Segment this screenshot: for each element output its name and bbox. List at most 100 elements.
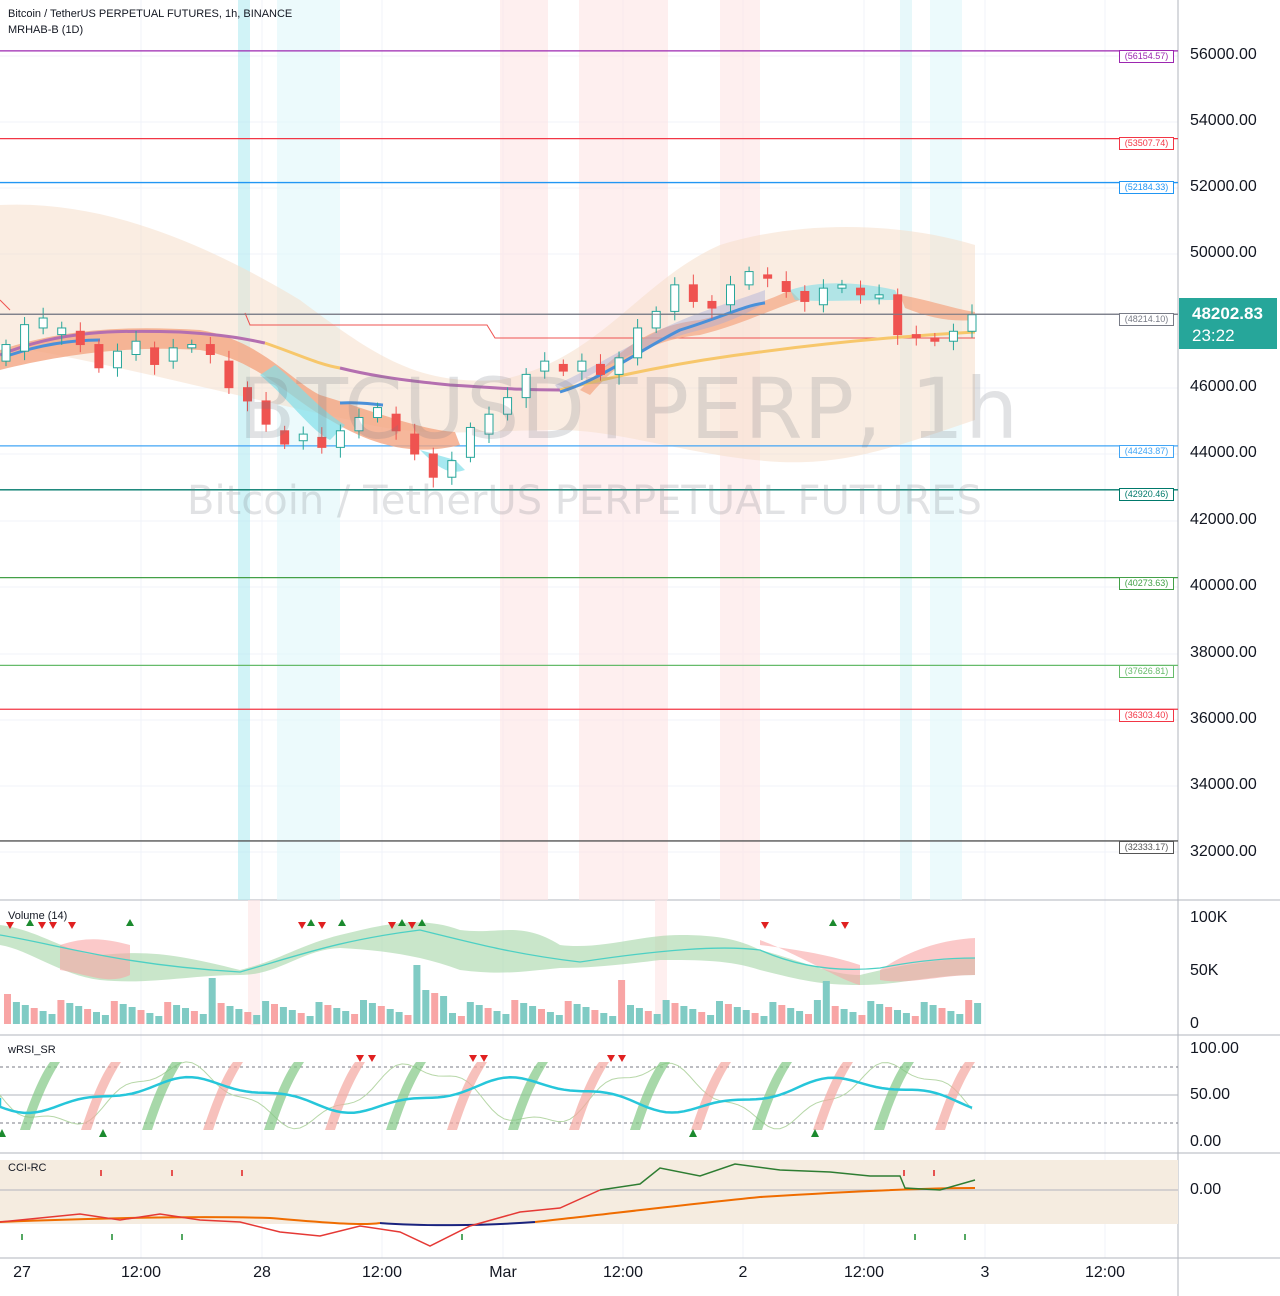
candle-body [577,360,587,372]
candle-body [688,284,698,302]
volume-bar [564,1001,572,1024]
volume-bar [190,1011,198,1024]
volume-bar [164,1002,172,1024]
signal-marker [6,922,14,929]
level-label: (42920.46) [1119,488,1174,501]
signal-marker [26,919,34,926]
candle-body [280,430,290,445]
rsi-ribbon [386,1062,426,1130]
rsi-ribbon [264,1062,304,1130]
candle-body [38,317,48,329]
candle-body [335,430,345,448]
signal-marker [607,1055,615,1062]
time-tick: 3 [980,1264,990,1281]
signal-marker [618,1055,626,1062]
rsi-ribbon [874,1062,914,1130]
volume-bar [538,1009,545,1024]
session-band [500,0,548,900]
signal-marker [469,1055,477,1062]
candle-body [800,290,810,302]
signal-marker [408,922,416,929]
signal-marker [418,919,426,926]
level-label: (36303.40) [1119,709,1174,722]
price-tick: 38000.00 [1190,644,1257,661]
volume-cloud [60,939,130,980]
volume-bar [947,1011,955,1024]
candle-body [354,417,364,432]
candle-body [57,327,67,336]
price-tick: 42000.00 [1190,511,1257,528]
candle-body [540,360,550,372]
time-tick: 27 [13,1264,31,1281]
volume-bar [813,1000,821,1024]
signal-marker [38,922,46,929]
volume-bar [502,1014,510,1024]
candle-body [373,407,383,419]
time-tick: 12:00 [602,1264,644,1281]
volume-bar [12,1002,20,1024]
level-label: (32333.17) [1119,841,1174,854]
volume-bar [404,1015,412,1024]
volume-bar [324,1005,332,1024]
volume-bar [279,1007,287,1024]
volume-bar [155,1016,163,1024]
volume-bar [360,1000,367,1024]
candle-body [205,344,215,355]
bar-countdown: 23:22 [1192,326,1235,345]
cci-line [599,1163,976,1191]
volume-bar [698,1012,706,1024]
rsi-ribbon [935,1062,975,1130]
volume-bar [431,993,439,1024]
volume-bar [751,1013,759,1024]
candle-body [781,281,791,292]
volume-bar [938,1008,946,1024]
rsi-tick: 50.00 [1190,1086,1231,1103]
volume-bar [831,1006,839,1024]
volume-bar [244,1012,252,1024]
volume-bar [894,1010,901,1024]
candle-body [911,334,921,339]
price-tick: 50000.00 [1190,244,1257,261]
volume-bar [271,1004,278,1024]
volume-bar [689,1009,697,1024]
candle-body [243,387,252,402]
volume-bar [529,1006,537,1024]
signal-marker [68,922,76,929]
signal-marker [307,919,315,926]
volume-bar [555,1015,563,1024]
signal-marker [126,919,134,926]
volume-bar [128,1007,136,1024]
price-tick: 40000.00 [1190,577,1257,594]
volume-bar [386,1009,394,1024]
volume-bar [582,1007,590,1024]
rsi-ribbon [325,1062,365,1130]
level-label: (44243.87) [1119,445,1174,458]
volume-bar [635,1008,643,1024]
volume-tick: 50K [1190,962,1219,979]
level-label: (56154.57) [1119,50,1174,63]
volume-bar [849,1012,857,1024]
candle-body [465,426,475,458]
volume-bar [493,1011,501,1024]
rsi-ribbon [813,1062,853,1130]
time-tick: 12:00 [843,1264,885,1281]
volume-bar [484,1008,492,1024]
signal-marker [480,1055,488,1062]
cci-signal-line [379,1221,536,1227]
volume-bar [511,1000,519,1024]
volume-bar [66,1003,74,1024]
volume-bar [119,1004,127,1024]
signal-marker [388,922,396,929]
volume-bar [929,1005,937,1024]
ema-fast-line [9,338,101,357]
rsi-ribbon [630,1062,670,1130]
signal-marker [99,1129,107,1137]
candle-body [763,274,773,279]
volume-bar [217,1003,225,1024]
volume-bar [368,1003,376,1024]
volume-bar [146,1013,154,1024]
signal-marker [811,1129,819,1137]
signal-marker [318,922,326,929]
candle-body [317,436,327,448]
